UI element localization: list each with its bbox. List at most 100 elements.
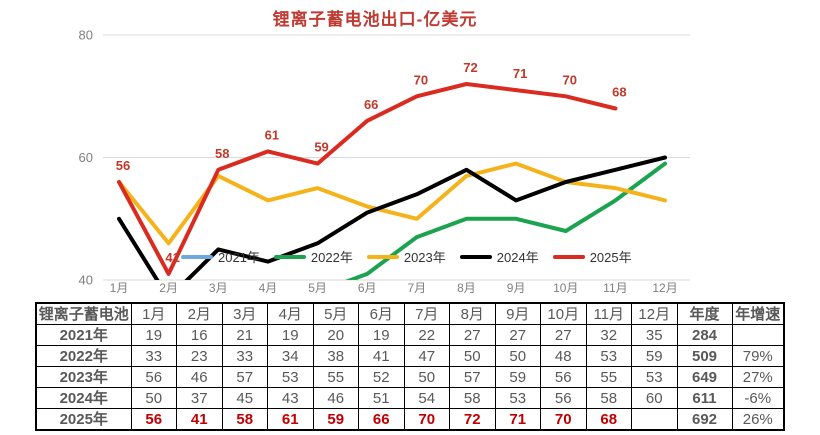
cell-2023年-month-4: 53 [267,366,314,388]
col-header-month-12: 12月 [631,302,678,325]
cell-2025年-month-7: 70 [403,408,450,431]
series-line-2024年 [117,155,667,280]
col-header-month-4: 4月 [267,302,314,325]
data-label-2025年-9: 71 [513,66,527,81]
table-row-2025年: 2025年 56 41 58 61 59 66 70 72 71 70 68 692 26% [35,408,785,431]
cell-2021年-month-4: 19 [267,324,314,346]
col-header-month-9: 9月 [494,302,541,325]
cell-2023年-month-1: 56 [130,366,177,388]
legend-line-swatch [181,254,213,259]
cell-2024年-month-7: 54 [403,387,450,409]
cell-2021年-growth [731,324,785,346]
legend-item-2025年: 2025年 [552,247,632,266]
x-tick-2: 2月 [159,281,178,295]
col-header-growth: 年增速 [731,302,785,325]
y-tick-40: 40 [79,273,93,288]
data-label-2025年-1: 56 [116,158,130,173]
legend-item-2024年: 2024年 [459,247,539,266]
cell-2022年-month-2: 23 [176,345,223,367]
cell-2022年-month-3: 33 [221,345,268,367]
x-tick-4: 4月 [259,281,278,295]
gridlines [103,34,690,281]
cell-2024年-annual: 611 [676,387,733,409]
cell-2025年-growth: 26% [731,408,785,431]
cell-2023年-growth: 27% [731,366,785,388]
legend-label: 2022年 [310,250,353,265]
chart-legend: 2021年 2022年 2023年 2024年 2025年 [181,247,632,266]
cell-2025年-month-1: 56 [130,408,177,431]
cell-2021年-month-11: 32 [585,324,632,346]
row-label-2024年: 2024年 [35,387,132,409]
legend-line-swatch [273,254,306,259]
monthly-export-table: 锂离子蓄电池 1月 2月 3月 4月 5月 6月 7月 8月 9月 10月 11月 12月 年度 年增速 20… [35,302,785,431]
cell-2022年-annual: 509 [676,345,733,367]
cell-2023年-month-8: 57 [449,366,496,388]
x-tick-5: 5月 [308,281,327,295]
cell-2025年-month-6: 66 [358,408,405,431]
col-header-month-11: 11月 [585,302,632,325]
cell-2024年-growth: -6% [731,387,785,409]
cell-2023年-month-12: 53 [631,366,678,388]
cell-2024年-month-12: 60 [631,387,678,409]
table-row-2022年: 2022年 33 23 33 34 38 41 47 50 50 48 53 59 509 79% [35,345,785,367]
cell-2023年-annual: 649 [676,366,733,388]
x-tick-6: 6月 [358,281,377,295]
cell-2021年-month-12: 35 [631,324,678,346]
data-label-2025年-4: 61 [265,127,279,142]
x-tick-10: 10月 [553,281,578,295]
cell-2022年-month-1: 33 [130,345,177,367]
cell-2021年-month-6: 19 [358,324,405,346]
cell-2025年-month-4: 61 [267,408,314,431]
x-tick-9: 9月 [507,281,526,295]
cell-2022年-month-6: 41 [358,345,405,367]
y-tick-80: 80 [79,28,93,43]
cell-2024年-month-8: 58 [449,387,496,409]
cell-2021年-month-8: 27 [449,324,496,346]
row-label-2023年: 2023年 [35,366,132,388]
row-label-2022年: 2022年 [35,345,132,367]
table-row-2023年: 2023年 56 46 57 53 55 52 50 57 59 56 55 53 649 27% [35,366,785,388]
table-header-row: 锂离子蓄电池 1月 2月 3月 4月 5月 6月 7月 8月 9月 10月 11月 12月 年度 年增速 [35,302,785,325]
col-header-month-10: 10月 [540,302,587,325]
cell-2024年-month-6: 51 [358,387,405,409]
cell-2025年-month-2: 41 [176,408,223,431]
series-data-labels: 56 41 58 61 59 66 70 72 71 70 68 [116,60,627,265]
x-tick-11: 11月 [603,281,627,295]
col-header-month-8: 8月 [449,302,496,325]
cell-2024年-month-1: 50 [130,387,177,409]
cell-2023年-month-10: 56 [540,366,587,388]
cell-2022年-month-12: 59 [631,345,678,367]
data-label-2025年-7: 70 [414,72,428,87]
cell-2022年-growth: 79% [731,345,785,367]
cell-2022年-month-8: 50 [449,345,496,367]
row-label-2025年: 2025年 [35,408,132,431]
legend-item-2021年: 2021年 [181,247,260,266]
y-tick-60: 60 [79,150,93,165]
cell-2025年-month-11: 68 [585,408,632,431]
cell-2025年-month-5: 59 [312,408,359,431]
x-axis-tick-labels: 1月 2月 3月 4月 5月 6月 7月 8月 9月 10月 11月 12月 [110,281,678,295]
cell-2022年-month-11: 53 [585,345,632,367]
col-header-month-3: 3月 [221,302,268,325]
data-label-2025年-5: 59 [314,140,328,155]
series-lines [117,82,667,280]
col-header-month-5: 5月 [312,302,359,325]
data-label-2025年-11: 68 [612,85,626,100]
data-label-2025年-2: 41 [165,250,179,265]
cell-2022年-month-10: 48 [540,345,587,367]
x-tick-7: 7月 [407,281,426,295]
cell-2023年-month-3: 57 [221,366,268,388]
cell-2021年-month-5: 20 [312,324,359,346]
cell-2022年-month-7: 47 [403,345,450,367]
x-tick-8: 8月 [457,281,476,295]
data-label-2025年-3: 58 [215,146,229,161]
legend-label: 2024年 [496,250,539,265]
cell-2023年-month-6: 52 [358,366,405,388]
legend-item-2022年: 2022年 [273,247,353,266]
x-tick-1: 1月 [110,281,129,295]
cell-2024年-month-11: 58 [585,387,632,409]
cell-2023年-month-9: 59 [494,366,541,388]
cell-2023年-month-7: 50 [403,366,450,388]
cell-2023年-month-11: 55 [585,366,632,388]
